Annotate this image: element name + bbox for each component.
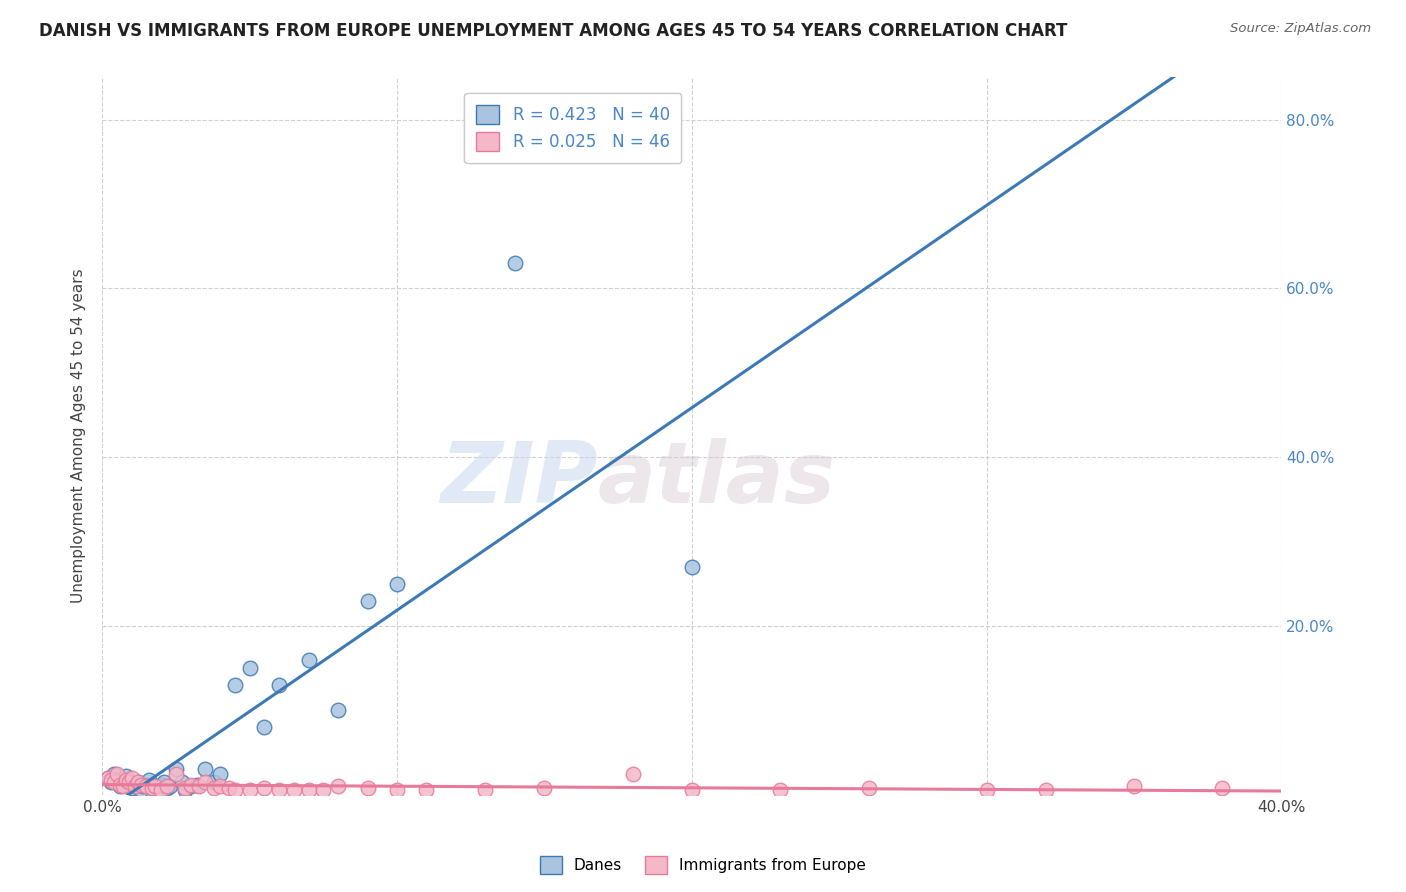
Point xyxy=(224,783,246,797)
Point xyxy=(356,593,378,607)
Point xyxy=(202,780,225,795)
Point xyxy=(127,775,149,789)
Point xyxy=(188,779,211,793)
Legend: Danes, Immigrants from Europe: Danes, Immigrants from Europe xyxy=(534,850,872,880)
Point xyxy=(267,783,290,797)
Point xyxy=(135,778,157,792)
Point xyxy=(239,661,262,675)
Point xyxy=(124,779,146,793)
Point xyxy=(769,783,792,797)
Point xyxy=(100,775,122,789)
Point xyxy=(150,778,173,792)
Point xyxy=(415,783,437,797)
Point xyxy=(148,783,170,797)
Point xyxy=(127,775,149,789)
Point xyxy=(124,779,146,793)
Point xyxy=(143,779,166,793)
Point xyxy=(253,720,276,734)
Point xyxy=(180,778,202,792)
Point xyxy=(976,783,998,797)
Point xyxy=(1211,780,1233,795)
Text: ZIP: ZIP xyxy=(440,438,598,521)
Point xyxy=(503,256,526,270)
Point xyxy=(105,772,128,787)
Point xyxy=(121,771,143,785)
Y-axis label: Unemployment Among Ages 45 to 54 years: Unemployment Among Ages 45 to 54 years xyxy=(72,268,86,603)
Point xyxy=(224,678,246,692)
Point xyxy=(97,771,120,785)
Point xyxy=(153,775,176,789)
Legend: R = 0.423   N = 40, R = 0.025   N = 46: R = 0.423 N = 40, R = 0.025 N = 46 xyxy=(464,93,682,163)
Point xyxy=(100,772,122,787)
Point xyxy=(111,779,134,793)
Point xyxy=(111,778,134,792)
Point xyxy=(194,763,217,777)
Point xyxy=(129,778,152,792)
Point xyxy=(218,780,240,795)
Point xyxy=(165,763,187,777)
Point xyxy=(108,779,131,793)
Point xyxy=(297,783,319,797)
Point xyxy=(312,783,335,797)
Point xyxy=(356,780,378,795)
Point xyxy=(297,653,319,667)
Point xyxy=(621,766,644,780)
Point xyxy=(105,766,128,780)
Text: atlas: atlas xyxy=(598,438,835,521)
Point xyxy=(114,769,136,783)
Point xyxy=(1035,783,1057,797)
Point xyxy=(156,779,179,793)
Point xyxy=(118,775,141,789)
Point xyxy=(681,559,703,574)
Point xyxy=(1123,779,1146,793)
Point xyxy=(326,779,349,793)
Point xyxy=(253,780,276,795)
Point xyxy=(173,783,195,797)
Point xyxy=(165,766,187,780)
Point xyxy=(186,778,208,792)
Point xyxy=(141,780,163,795)
Point xyxy=(385,783,408,797)
Point xyxy=(267,678,290,692)
Point xyxy=(138,772,160,787)
Point xyxy=(118,775,141,789)
Point xyxy=(533,780,555,795)
Point xyxy=(132,779,155,793)
Point xyxy=(681,783,703,797)
Point xyxy=(283,783,305,797)
Point xyxy=(114,772,136,787)
Point xyxy=(103,766,125,780)
Text: DANISH VS IMMIGRANTS FROM EUROPE UNEMPLOYMENT AMONG AGES 45 TO 54 YEARS CORRELAT: DANISH VS IMMIGRANTS FROM EUROPE UNEMPLO… xyxy=(39,22,1067,40)
Point xyxy=(180,779,202,793)
Point xyxy=(858,780,880,795)
Point xyxy=(108,778,131,792)
Point xyxy=(474,783,496,797)
Point xyxy=(202,775,225,789)
Text: Source: ZipAtlas.com: Source: ZipAtlas.com xyxy=(1230,22,1371,36)
Point xyxy=(239,783,262,797)
Point xyxy=(97,771,120,785)
Point xyxy=(156,780,179,795)
Point xyxy=(129,783,152,797)
Point xyxy=(143,779,166,793)
Point xyxy=(209,779,232,793)
Point xyxy=(135,779,157,793)
Point xyxy=(170,775,193,789)
Point xyxy=(159,779,181,793)
Point xyxy=(194,775,217,789)
Point xyxy=(209,766,232,780)
Point xyxy=(150,783,173,797)
Point xyxy=(326,703,349,717)
Point xyxy=(385,576,408,591)
Point xyxy=(173,780,195,795)
Point xyxy=(141,780,163,795)
Point xyxy=(103,775,125,789)
Point xyxy=(121,780,143,795)
